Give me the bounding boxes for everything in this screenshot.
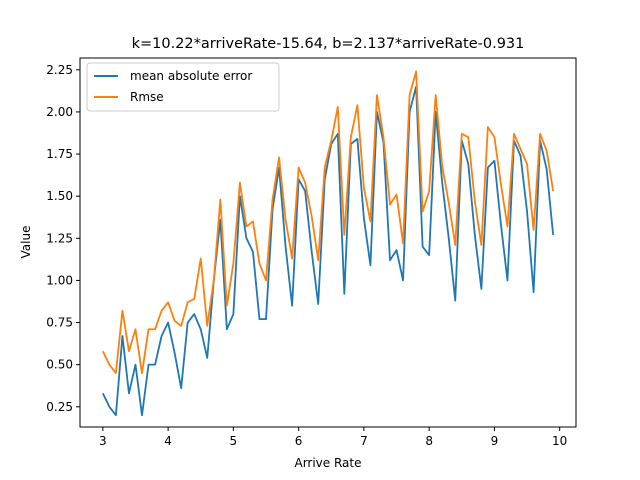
x-tick-label: 6 xyxy=(295,434,303,448)
y-axis-label: Value xyxy=(19,226,33,259)
x-tick-label: 7 xyxy=(360,434,368,448)
y-tick-label: 1.50 xyxy=(46,189,73,203)
x-tick-label: 9 xyxy=(491,434,499,448)
series-layer xyxy=(102,70,555,417)
y-tick-label: 1.75 xyxy=(46,147,73,161)
x-axis-ticks: 3 4 5 6 7 8 9 10 xyxy=(99,427,567,448)
x-axis-label: Arrive Rate xyxy=(294,456,361,470)
y-tick-label: 2.25 xyxy=(46,63,73,77)
y-tick-label: 1.00 xyxy=(46,273,73,287)
plot-frame xyxy=(79,57,577,428)
y-tick-label: 0.25 xyxy=(46,400,73,414)
legend-label-rmse: Rmse xyxy=(130,90,164,104)
legend: mean absolute error Rmse xyxy=(86,62,280,112)
y-tick-label: 0.75 xyxy=(46,316,73,330)
legend-label-mean-absolute-error: mean absolute error xyxy=(130,69,252,83)
y-tick-label: 2.00 xyxy=(46,105,73,119)
x-tick-label: 10 xyxy=(552,434,567,448)
chart-title: k=10.22*arriveRate-15.64, b=2.137*arrive… xyxy=(132,36,525,52)
x-tick-label: 5 xyxy=(230,434,238,448)
y-tick-label: 1.25 xyxy=(46,231,73,245)
x-tick-label: 3 xyxy=(99,434,107,448)
x-tick-label: 8 xyxy=(425,434,433,448)
series-line-rmse xyxy=(102,70,555,374)
y-axis-ticks: 0.25 0.50 0.75 1.00 1.25 1.50 1.75 2.00 2.25 xyxy=(46,63,80,414)
x-tick-label: 4 xyxy=(164,434,172,448)
y-tick-label: 0.50 xyxy=(46,358,73,372)
series-line-mean-absolute-error xyxy=(102,85,555,417)
legend-box xyxy=(86,62,280,112)
